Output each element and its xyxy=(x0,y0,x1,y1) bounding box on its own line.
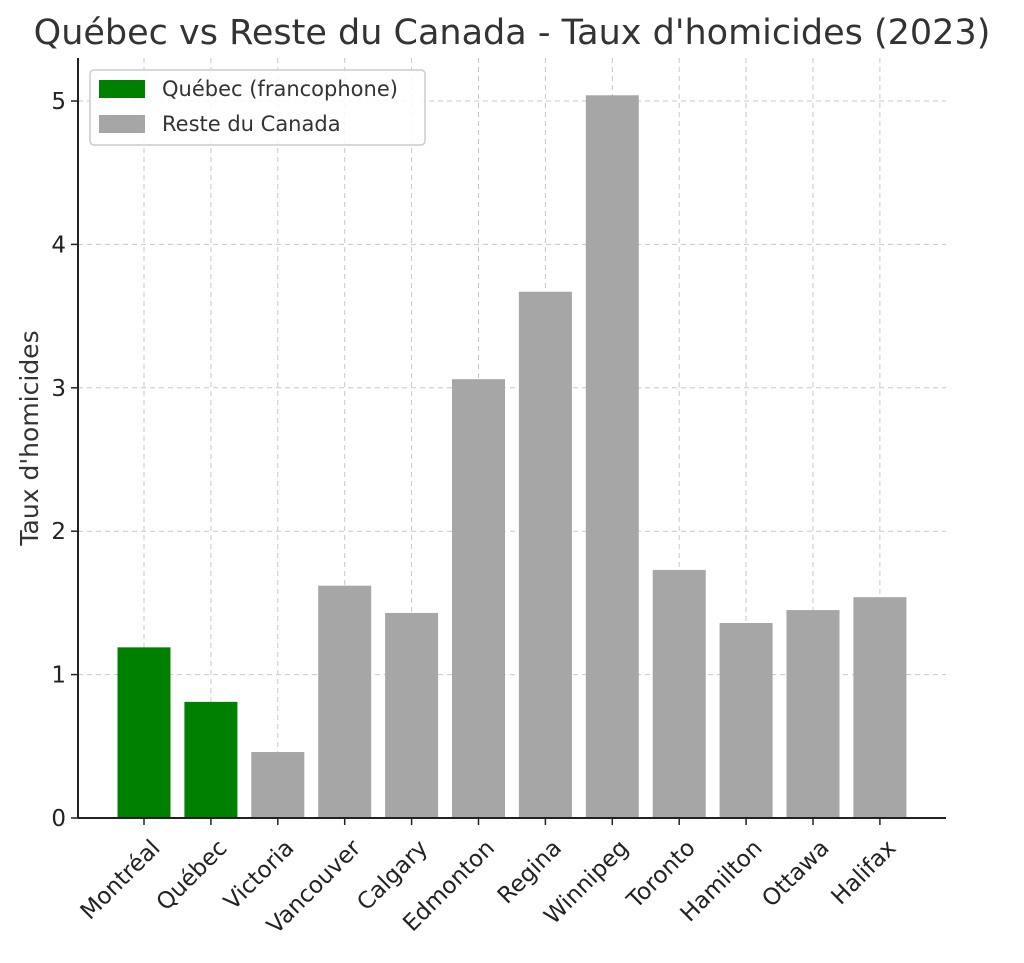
y-tick-label: 2 xyxy=(51,519,66,545)
y-tick-label: 4 xyxy=(51,232,66,258)
y-tick-label: 5 xyxy=(51,89,66,115)
y-tick-label: 1 xyxy=(51,663,66,689)
chart-title: Québec vs Reste du Canada - Taux d'homic… xyxy=(34,13,991,53)
bar-regina xyxy=(518,291,572,818)
bar-hamilton xyxy=(719,622,773,818)
bar-victoria xyxy=(251,752,305,818)
bar-winnipeg xyxy=(585,95,639,818)
x-ticks: MontréalQuébecVictoriaVancouverCalgaryEd… xyxy=(76,818,902,939)
y-tick-label: 3 xyxy=(51,376,66,402)
y-tick-label: 0 xyxy=(51,806,66,832)
legend-swatch-quebec xyxy=(99,80,145,98)
legend-label-reste: Reste du Canada xyxy=(162,112,341,136)
x-tick-label: Halifax xyxy=(827,835,902,910)
legend-box xyxy=(89,69,426,146)
x-tick-label: Ottawa xyxy=(757,835,834,912)
x-tick-label: Montréal xyxy=(76,835,166,925)
bar-montr-al xyxy=(117,647,171,818)
axes xyxy=(77,58,946,819)
bar-edmonton xyxy=(452,379,505,818)
bar-toronto xyxy=(652,569,706,818)
legend-swatch-reste xyxy=(99,115,145,133)
bar-vancouver xyxy=(318,585,372,818)
legend-label-quebec: Québec (francophone) xyxy=(162,77,398,101)
bar-halifax xyxy=(853,597,907,818)
x-tick-label: Québec xyxy=(152,835,233,916)
bar-qu-bec xyxy=(184,701,238,818)
y-axis-label: Taux d'homicides xyxy=(15,330,44,546)
bar-calgary xyxy=(385,612,439,818)
y-ticks: 0 1 2 3 4 5 xyxy=(51,89,78,832)
legend: Québec (francophone) Reste du Canada xyxy=(89,69,426,146)
bars xyxy=(117,95,907,818)
bar-ottawa xyxy=(786,610,840,818)
